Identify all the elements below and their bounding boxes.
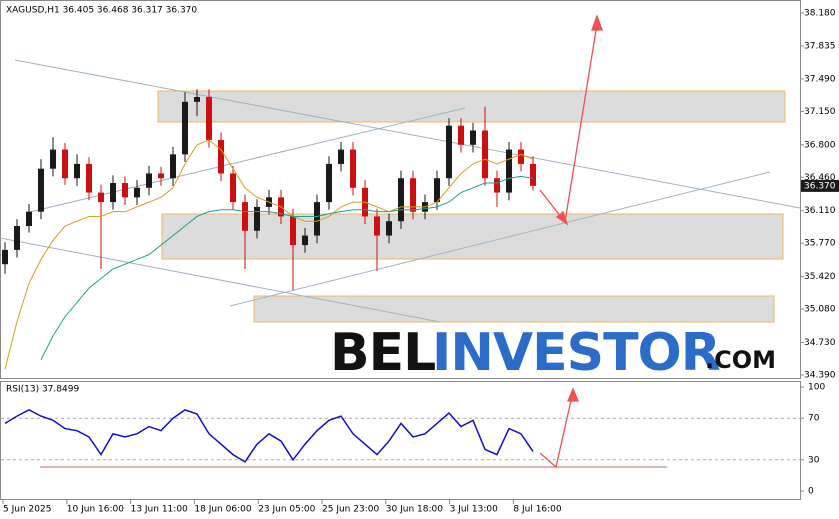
rsi-panel [0, 381, 801, 500]
y-tick-label: 38.180 [804, 9, 836, 19]
candle-body [62, 149, 68, 179]
candle-body [134, 187, 140, 198]
candle-body [122, 183, 128, 198]
y-tick-label: 37.835 [804, 41, 836, 51]
trend-line [229, 171, 771, 307]
x-tick-label: 10 Jun 16:00 [67, 505, 124, 515]
candle-body [350, 149, 356, 188]
y-tick-label: 35.420 [804, 272, 836, 282]
candle-body [2, 249, 8, 265]
candle-body [98, 192, 104, 203]
candle-body [398, 178, 404, 222]
x-tick-label: 13 Jun 11:00 [131, 505, 188, 515]
x-tick-label: 30 Jun 18:00 [386, 505, 443, 515]
candle-body [338, 149, 344, 164]
y-tick-label: 37.150 [804, 107, 836, 117]
trend-line [14, 59, 801, 209]
candle-body [470, 130, 476, 145]
rsi-forecast-path [539, 395, 573, 469]
candle-body [446, 125, 452, 179]
watermark: BEL INVESTOR .COM [330, 323, 776, 383]
candle-body [242, 202, 248, 231]
candle-body [518, 149, 524, 164]
y-tick-label: 35.770 [804, 239, 836, 249]
candle-body [314, 202, 320, 236]
support-zone [253, 295, 775, 323]
current-price-label: 36.370 [804, 181, 836, 191]
rsi-tick-label: 0 [808, 487, 814, 497]
candle-body [86, 163, 92, 193]
y-tick-label: 37.490 [804, 74, 836, 84]
candle-body [182, 101, 188, 155]
x-tick-label: 18 Jun 06:00 [194, 505, 251, 515]
watermark-brand: BEL [330, 323, 435, 383]
rsi-title: RSI(13) 37.8499 [6, 385, 79, 395]
candle-body [146, 173, 152, 188]
candle-body [494, 178, 500, 193]
candle-body [302, 235, 308, 246]
trend-line [0, 237, 441, 323]
y-tick-label: 35.080 [804, 305, 836, 315]
watermark-brand2: INVESTOR [432, 323, 720, 383]
x-tick-label: 25 Jun 23:00 [322, 505, 379, 515]
arrow-head [567, 387, 579, 402]
candle-body [374, 216, 380, 236]
y-tick-label: 34.390 [804, 371, 836, 381]
arrow-head [555, 210, 569, 226]
candle-body [530, 163, 536, 186]
current-price-box [801, 179, 839, 192]
candle-body [434, 178, 440, 203]
watermark-suffix: .COM [705, 346, 776, 374]
candle-body [506, 149, 512, 193]
chart-title: XAGUSD,H1 36.405 36.468 36.317 36.370 [6, 6, 197, 16]
candle-body [206, 97, 212, 141]
candle-body [38, 168, 44, 212]
rsi-tick-label: 70 [808, 414, 820, 424]
candle-body [218, 140, 224, 174]
candle-body [110, 183, 116, 203]
candle-body [170, 154, 176, 179]
candle-body [386, 221, 392, 236]
candle-body [458, 125, 464, 145]
candle-body [482, 130, 488, 179]
moving-average [40, 175, 534, 360]
candle-body [230, 173, 236, 203]
rsi-line [4, 409, 534, 463]
candle-body [326, 163, 332, 203]
y-tick-label: 36.460 [804, 173, 836, 183]
candle-body [410, 178, 416, 212]
moving-average [4, 139, 534, 370]
forecast-arrows [40, 14, 667, 469]
x-tick-label: 8 Jul 16:00 [513, 505, 562, 515]
support-zone [161, 213, 784, 260]
x-tick-label: 5 Jun 2025 [3, 505, 51, 515]
rsi-tick-label: 100 [808, 383, 825, 393]
y-tick-label: 34.730 [804, 338, 836, 348]
candle-body [158, 173, 164, 179]
resistance-zone [157, 90, 786, 123]
x-tick-label: 3 Jul 13:00 [450, 505, 499, 515]
candle-body [14, 225, 20, 250]
candle-body [26, 211, 32, 226]
candle-body [50, 149, 56, 169]
y-tick-label: 36.800 [804, 140, 836, 150]
x-tick-label: 23 Jun 05:00 [258, 505, 315, 515]
y-tick-label: 36.110 [804, 206, 836, 216]
rsi-tick-label: 30 [808, 455, 820, 465]
arrow-head [591, 14, 603, 31]
candle-body [74, 163, 80, 179]
candle-body [290, 216, 296, 246]
candle-body [194, 97, 200, 102]
candle-body [254, 206, 260, 231]
